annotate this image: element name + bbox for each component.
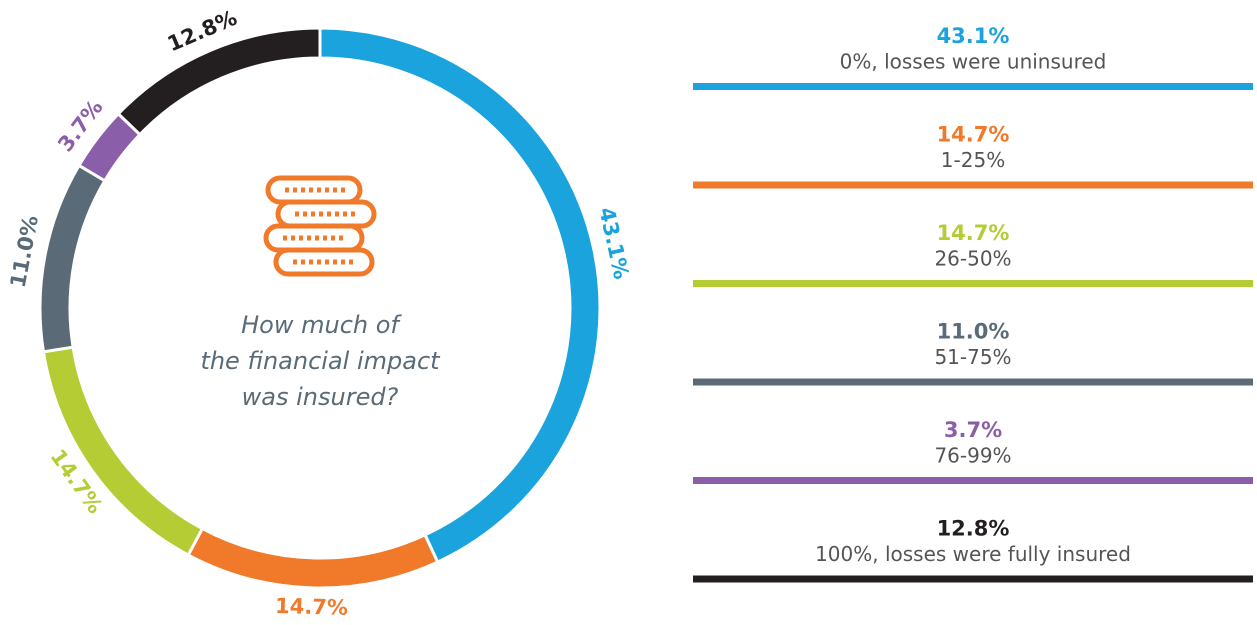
legend-label: 1-25% <box>941 148 1005 172</box>
legend-bar <box>693 181 1253 189</box>
center-text: How much of <box>241 311 402 339</box>
legend-value: 3.7% <box>944 418 1002 442</box>
legend-value: 14.7% <box>937 123 1010 147</box>
legend-bar <box>693 378 1253 386</box>
legend-bar <box>693 575 1253 583</box>
center-text: the financial impact <box>200 347 441 375</box>
donut-segment <box>116 26 322 137</box>
legend-label: 51-75% <box>934 345 1011 369</box>
legend-value: 14.7% <box>937 221 1010 245</box>
coins-icon <box>263 175 377 277</box>
legend-bar <box>693 83 1253 90</box>
donut-segment <box>38 163 107 354</box>
legend-value: 43.1% <box>937 24 1010 48</box>
legend-label: 26-50% <box>934 247 1011 271</box>
segment-label: 43.1% <box>594 205 633 281</box>
segment-label: 11.0% <box>6 214 43 290</box>
legend-label: 100%, losses were fully insured <box>815 542 1131 566</box>
segment-label: 14.7% <box>275 594 349 620</box>
legend-value: 12.8% <box>937 517 1010 541</box>
legend-label: 76-99% <box>934 444 1011 468</box>
donut-segment <box>186 526 440 590</box>
legend-value: 11.0% <box>937 320 1010 344</box>
donut-segment <box>318 26 602 565</box>
center-text: was insured? <box>242 383 399 411</box>
legend-bar <box>693 477 1253 484</box>
legend-label: 0%, losses were uninsured <box>840 50 1107 74</box>
legend-bar <box>693 280 1253 287</box>
